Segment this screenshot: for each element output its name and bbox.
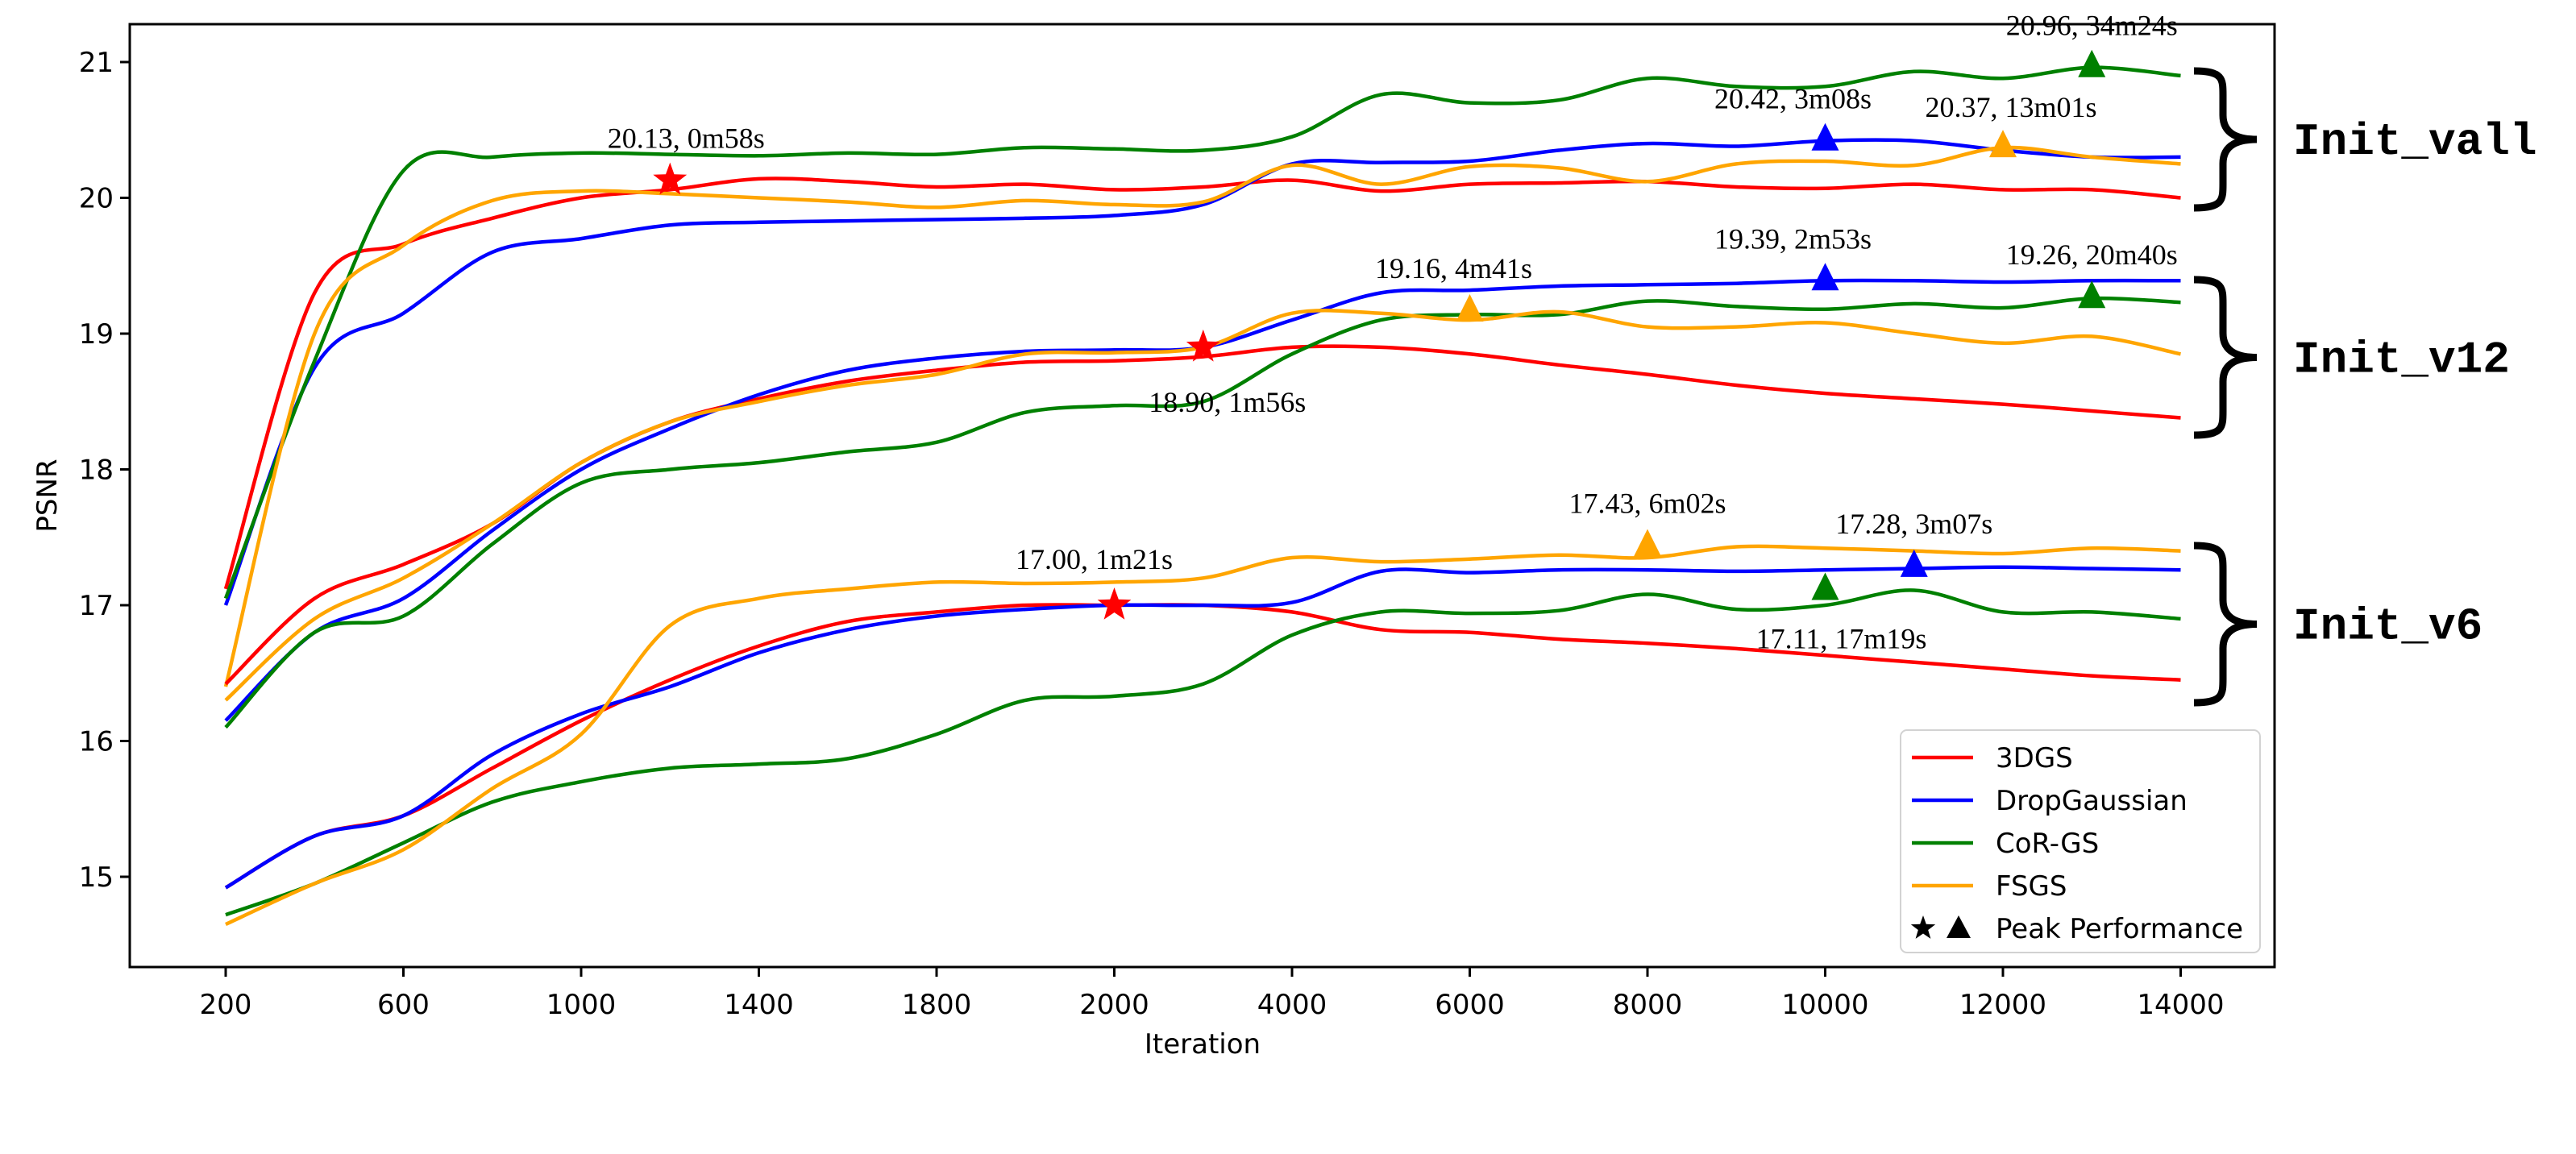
peak-annotation: 17.28, 3m07s — [1835, 508, 1992, 540]
group-brace — [2193, 542, 2258, 707]
group-label-init-v6: Init_v6 — [2293, 601, 2483, 653]
peak-triangle-marker — [1456, 294, 1484, 322]
legend-label-peak-performance: Peak Performance — [1996, 913, 2243, 945]
y-tick-label: 17 — [79, 590, 114, 622]
peak-triangle-marker — [1634, 529, 1661, 557]
y-tick-label: 21 — [79, 47, 114, 79]
series-line-init-v12-fsgs — [224, 309, 2181, 702]
peak-star-marker — [1186, 329, 1220, 362]
legend-label-fsgs: FSGS — [1996, 870, 2067, 903]
peak-annotation: 18.90, 1m56s — [1149, 386, 1306, 418]
legend: 3DGS DropGaussian CoR-GS FSGS Peak Performan… — [1900, 729, 2261, 953]
legend-box — [1900, 729, 2261, 953]
peak-triangle-marker — [1811, 122, 1839, 151]
x-tick-label: 600 — [377, 989, 430, 1021]
x-tick-label: 4000 — [1257, 989, 1327, 1021]
plot-lines — [223, 65, 2181, 927]
legend-label-3dgs: 3DGS — [1996, 742, 2073, 774]
legend-label-dropgaussian: DropGaussian — [1996, 785, 2188, 817]
x-tick-label: 1400 — [724, 989, 794, 1021]
x-tick-label: 1800 — [902, 989, 972, 1021]
peak-annotation: 17.11, 17m19s — [1756, 622, 1927, 654]
y-axis-label: PSNR — [31, 459, 64, 532]
peak-markers — [653, 49, 2106, 620]
peak-annotation: 19.16, 4m41s — [1375, 252, 1532, 284]
peak-triangle-marker — [2078, 49, 2106, 77]
peak-annotations: 20.13, 0m58s 20.42, 3m08s 20.96, 34m24s 20.… — [608, 10, 2178, 655]
peak-star-marker — [653, 162, 688, 195]
peak-annotation: 17.43, 6m02s — [1568, 488, 1726, 520]
series-line-init-vall-3dgs — [223, 176, 2181, 590]
x-tick-label: 8000 — [1613, 989, 1683, 1021]
x-tick-label: 1000 — [546, 989, 617, 1021]
series-line-init-v6-dropgaussian — [224, 565, 2181, 890]
y-axis-ticks: 15 16 17 18 19 20 21 — [79, 47, 130, 894]
peak-annotation: 17.00, 1m21s — [1016, 543, 1173, 575]
peak-annotation: 19.26, 20m40s — [2006, 239, 2178, 271]
x-tick-label: 12000 — [1959, 989, 2046, 1021]
plot-frame — [128, 23, 2276, 969]
x-axis-ticks: 200 600 1000 1400 1800 2000 4000 6000 8000 10000 1… — [200, 967, 2225, 1021]
peak-triangle-marker — [1989, 130, 2017, 158]
y-tick-label: 20 — [79, 183, 114, 215]
legend-entries: 3DGS DropGaussian CoR-GS FSGS Peak Performan… — [1910, 742, 2243, 945]
x-tick-label: 2000 — [1079, 989, 1149, 1021]
group-brace — [2193, 276, 2258, 439]
legend-star-icon — [1910, 915, 1936, 939]
series-line-init-v6-fsgs — [225, 544, 2181, 927]
series-line-init-vall-dropgaussian — [223, 138, 2181, 606]
peak-triangle-marker — [1900, 549, 1928, 577]
peak-annotation: 20.42, 3m08s — [1714, 83, 1872, 115]
peak-triangle-marker — [2078, 280, 2106, 309]
x-axis-label: Iteration — [1145, 1028, 1261, 1061]
peak-annotation: 20.13, 0m58s — [608, 122, 765, 155]
legend-triangle-icon — [1947, 915, 1971, 938]
peak-triangle-marker — [1811, 572, 1839, 600]
x-tick-label: 6000 — [1435, 989, 1505, 1021]
series-line-init-v12-cor-gs — [224, 296, 2181, 729]
x-tick-label: 14000 — [2137, 989, 2224, 1021]
group-label-init-v12: Init_v12 — [2293, 334, 2510, 386]
series-line-init-v6-cor-gs — [225, 588, 2181, 917]
x-tick-label: 10000 — [1781, 989, 1868, 1021]
group-braces: Init_vall Init_v12 Init_v6 — [2193, 67, 2537, 707]
peak-star-marker — [1097, 587, 1132, 620]
y-tick-label: 16 — [79, 726, 114, 758]
peak-annotation: 20.37, 13m01s — [1925, 91, 2096, 123]
y-tick-label: 15 — [79, 861, 114, 894]
legend-label-cor-gs: CoR-GS — [1996, 828, 2099, 860]
group-label-init-vall: Init_vall — [2293, 116, 2537, 168]
x-tick-label: 200 — [200, 989, 252, 1021]
series-line-init-vall-cor-gs — [223, 65, 2181, 600]
peak-annotation: 19.39, 2m53s — [1714, 222, 1872, 255]
y-tick-label: 18 — [79, 455, 114, 487]
group-brace — [2193, 67, 2258, 212]
peak-triangle-marker — [1811, 263, 1839, 291]
y-tick-label: 19 — [79, 318, 114, 351]
peak-annotation: 20.96, 34m24s — [2006, 10, 2178, 42]
series-line-init-vall-fsgs — [223, 145, 2181, 687]
